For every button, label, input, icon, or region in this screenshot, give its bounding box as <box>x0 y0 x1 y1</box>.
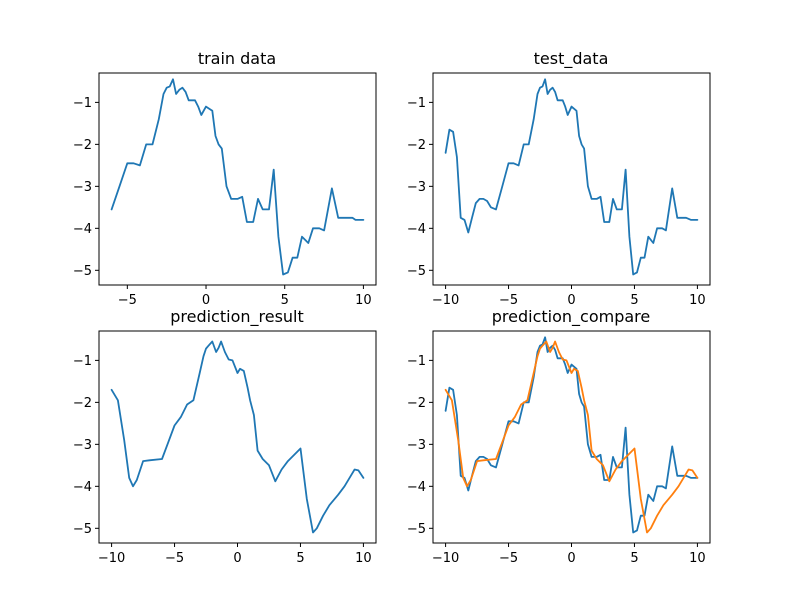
x-tick-label: −10 <box>432 293 459 308</box>
x-tick-label: −10 <box>98 551 125 566</box>
y-tick-label: −2 <box>407 396 426 411</box>
plot-area <box>110 340 365 534</box>
x-tick-label: 0 <box>233 551 241 566</box>
x-tick-label: −10 <box>432 551 459 566</box>
plot-area <box>444 78 699 276</box>
series-line-0 <box>444 78 699 276</box>
subplot-prediction-result: prediction_result −10 −5 0 5 10 −1 −2 −3 −4 −5 <box>73 307 377 566</box>
axes-frame <box>98 72 377 286</box>
y-tick-label: −1 <box>73 96 92 111</box>
subplot-title: prediction_compare <box>492 307 650 327</box>
x-tick-label: 0 <box>567 293 575 308</box>
y-tick-label: −2 <box>407 138 426 153</box>
series-line-0 <box>110 340 365 534</box>
x-tick-label: 5 <box>281 293 289 308</box>
x-tick-label: 10 <box>689 551 706 566</box>
y-tick-label: −3 <box>407 438 426 453</box>
y-tick-label: −4 <box>407 480 426 495</box>
x-tick-label: 5 <box>630 551 638 566</box>
y-tick-label: −2 <box>73 396 92 411</box>
subplot-title: test_data <box>534 49 609 69</box>
series-line-0 <box>110 78 365 276</box>
subplot-test-data: test_data −10 −5 0 5 10 −1 −2 −3 −4 −5 <box>407 49 711 308</box>
y-tick-label: −4 <box>73 222 92 237</box>
y-tick-label: −1 <box>407 354 426 369</box>
y-tick-label: −1 <box>407 96 426 111</box>
subplot-title: prediction_result <box>170 307 304 327</box>
x-tick-label: 0 <box>202 293 210 308</box>
axes: −10 −5 0 5 10 −1 −2 −3 −4 −5 <box>73 330 377 566</box>
axes: −10 −5 0 5 10 −1 −2 −3 −4 −5 <box>407 72 711 308</box>
x-tick-label: −5 <box>165 551 184 566</box>
y-tick-label: −1 <box>73 354 92 369</box>
x-tick-label: 5 <box>630 293 638 308</box>
axes: −5 0 5 10 −1 −2 −3 −4 −5 <box>73 72 377 308</box>
y-tick-label: −5 <box>407 264 426 279</box>
series-line-1 <box>444 340 699 534</box>
y-tick-label: −4 <box>407 222 426 237</box>
plot-area <box>444 336 699 534</box>
x-tick-label: 10 <box>689 293 706 308</box>
y-tick-label: −3 <box>407 180 426 195</box>
x-tick-label: 0 <box>567 551 575 566</box>
axes: −10 −5 0 5 10 −1 −2 −3 −4 −5 <box>407 330 711 566</box>
x-tick-label: 10 <box>355 293 372 308</box>
y-tick-label: −5 <box>407 522 426 537</box>
subplot-prediction-compare: prediction_compare −10 −5 0 5 10 −1 −2 −3 −4 −5 <box>407 307 711 566</box>
subplot-title: train data <box>198 49 276 68</box>
y-tick-label: −3 <box>73 180 92 195</box>
y-tick-label: −5 <box>73 264 92 279</box>
x-tick-label: −5 <box>499 551 518 566</box>
plot-area <box>110 78 365 276</box>
x-tick-label: −5 <box>499 293 518 308</box>
y-tick-label: −2 <box>73 138 92 153</box>
x-tick-label: −5 <box>118 293 137 308</box>
y-tick-label: −4 <box>73 480 92 495</box>
series-line-0 <box>444 336 699 534</box>
x-tick-label: 10 <box>355 551 372 566</box>
x-tick-label: 5 <box>296 551 304 566</box>
subplot-train-data: train data −5 0 5 10 −1 −2 −3 −4 −5 <box>73 49 377 308</box>
y-tick-label: −3 <box>73 438 92 453</box>
y-tick-label: −5 <box>73 522 92 537</box>
